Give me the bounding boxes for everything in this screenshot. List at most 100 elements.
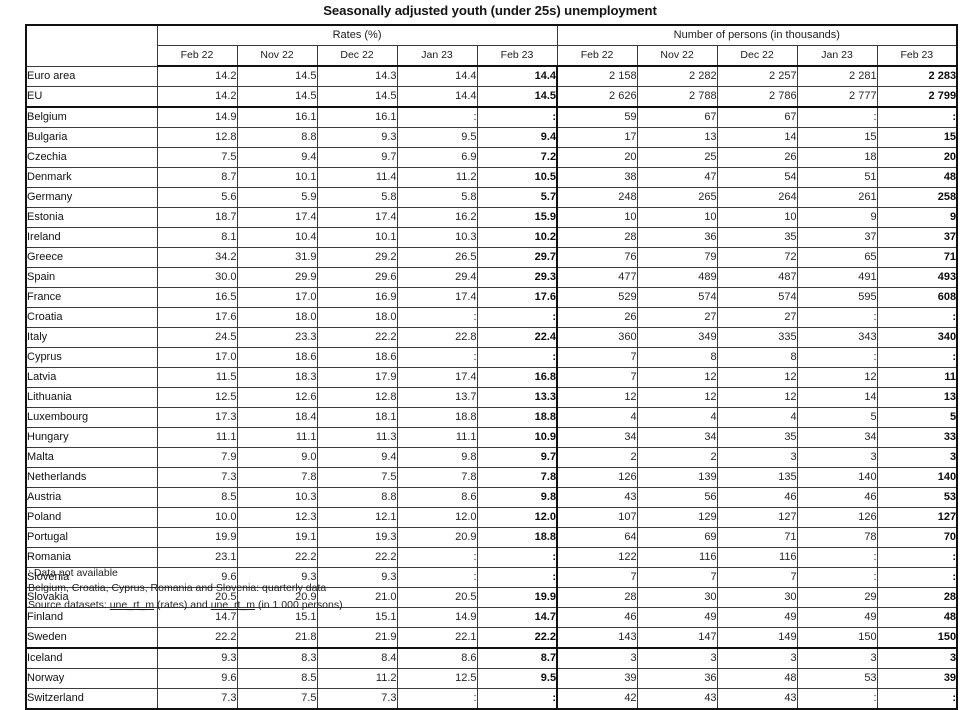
cell-persons-feb23: 37: [876, 227, 958, 248]
cell-rate-feb22: 14.2: [156, 65, 238, 87]
cell-rate-feb23: 9.4: [476, 127, 559, 148]
cell-rate-nov22: 14.5: [236, 86, 318, 108]
cell-rate-feb23: 18.8: [476, 407, 559, 428]
cell-rate-feb23: :: [476, 106, 559, 128]
source-dataset-link-persons[interactable]: une_rt_m: [210, 599, 256, 611]
row-geo-label: Belgium: [25, 106, 158, 128]
cell-persons-nov22: 36: [636, 227, 718, 248]
cell-persons-nov22: 36: [636, 668, 718, 689]
cell-persons-feb22: 20: [556, 147, 638, 168]
cell-persons-feb23: 3: [876, 647, 958, 669]
cell-rate-nov22: 12.6: [236, 387, 318, 408]
cell-rate-feb23: :: [476, 547, 559, 568]
row-geo-label: Ireland: [25, 227, 158, 248]
cell-rate-dec22: 9.3: [316, 127, 398, 148]
cell-persons-feb22: 360: [556, 327, 638, 348]
row-geo-label: Lithuania: [25, 387, 158, 408]
cell-rate-feb22: 5.6: [156, 187, 238, 208]
cell-rate-jan23: 9.8: [396, 447, 478, 468]
cell-rate-jan23: 16.2: [396, 207, 478, 228]
cell-rate-dec22: 18.1: [316, 407, 398, 428]
cell-persons-dec22: 487: [716, 267, 798, 288]
cell-persons-jan23: :: [796, 307, 878, 328]
row-geo-label: Czechia: [25, 147, 158, 168]
cell-rate-dec22: 14.3: [316, 65, 398, 87]
col-header-rates-feb22: Feb 22: [156, 45, 238, 67]
cell-rate-feb22: 14.9: [156, 106, 238, 128]
cell-rate-feb22: 16.5: [156, 287, 238, 308]
row-geo-label: Portugal: [25, 527, 158, 548]
cell-persons-jan23: :: [796, 347, 878, 368]
row-geo-label: Austria: [25, 487, 158, 508]
table-row: Poland 10.0 12.3 12.1 12.0 12.0 107 129 127 126 12…: [25, 507, 958, 528]
cell-persons-jan23: 15: [796, 127, 878, 148]
cell-rate-feb22: 12.8: [156, 127, 238, 148]
source-suffix-label: (in 1 000 persons): [255, 599, 343, 611]
cell-rate-nov22: 18.0: [236, 307, 318, 328]
cell-rate-feb22: 18.7: [156, 207, 238, 228]
cell-persons-dec22: 264: [716, 187, 798, 208]
footnote-quarterly-data: Belgium, Croatia, Cyprus, Romania and Sl…: [28, 581, 327, 594]
cell-persons-dec22: 3: [716, 447, 798, 468]
cell-persons-nov22: 56: [636, 487, 718, 508]
cell-rate-nov22: 18.3: [236, 367, 318, 388]
cell-rate-nov22: 21.8: [236, 627, 318, 649]
table-row: Luxembourg 17.3 18.4 18.1 18.8 18.8 4 4 4 5 5: [25, 407, 958, 428]
cell-rate-feb22: 7.5: [156, 147, 238, 168]
cell-rate-feb22: 19.9: [156, 527, 238, 548]
table-row: EU 14.2 14.5 14.5 14.4 14.5 2 626 2 788 2 786 2 7…: [25, 86, 958, 108]
cell-rate-feb23: :: [476, 347, 559, 368]
cell-persons-feb22: 28: [556, 227, 638, 248]
row-geo-label: EU: [25, 86, 158, 108]
cell-persons-feb23: 48: [876, 607, 958, 628]
cell-rate-nov22: 16.1: [236, 106, 318, 128]
page-root: Seasonally adjusted youth (under 25s) un…: [25, 3, 959, 710]
cell-rate-dec22: 22.2: [316, 547, 398, 568]
table-row: Spain 30.0 29.9 29.6 29.4 29.3 477 489 487 491 493: [25, 267, 958, 288]
cell-rate-feb22: 7.3: [156, 467, 238, 488]
source-dataset-link-rates[interactable]: une_rt_m: [109, 599, 155, 611]
cell-rate-dec22: 19.3: [316, 527, 398, 548]
cell-rate-feb22: 8.5: [156, 487, 238, 508]
cell-persons-feb22: 38: [556, 167, 638, 188]
cell-rate-feb22: 24.5: [156, 327, 238, 348]
row-geo-label: Iceland: [25, 647, 158, 669]
cell-persons-nov22: 2 788: [636, 86, 718, 108]
cell-persons-feb23: 127: [876, 507, 958, 528]
cell-rate-feb22: 34.2: [156, 247, 238, 268]
cell-persons-feb23: 20: [876, 147, 958, 168]
cell-persons-feb23: 33: [876, 427, 958, 448]
cell-persons-jan23: :: [796, 567, 878, 588]
cell-persons-nov22: 2: [636, 447, 718, 468]
cell-persons-feb22: 477: [556, 267, 638, 288]
corner-cell: [25, 24, 158, 67]
cell-rate-nov22: 8.5: [236, 668, 318, 689]
table-row: Bulgaria 12.8 8.8 9.3 9.5 9.4 17 13 14 15 15: [25, 127, 958, 148]
cell-rate-feb22: 12.5: [156, 387, 238, 408]
cell-rate-jan23: 8.6: [396, 647, 478, 669]
cell-persons-nov22: 349: [636, 327, 718, 348]
cell-rate-nov22: 18.6: [236, 347, 318, 368]
cell-persons-jan23: 491: [796, 267, 878, 288]
cell-rate-nov22: 19.1: [236, 527, 318, 548]
cell-persons-feb23: 53: [876, 487, 958, 508]
table-row: Greece 34.2 31.9 29.2 26.5 29.7 76 79 72 65 71: [25, 247, 958, 268]
row-geo-label: Malta: [25, 447, 158, 468]
cell-rate-jan23: 5.8: [396, 187, 478, 208]
cell-rate-jan23: 10.3: [396, 227, 478, 248]
cell-rate-feb23: 12.0: [476, 507, 559, 528]
cell-persons-jan23: 34: [796, 427, 878, 448]
cell-persons-dec22: 35: [716, 427, 798, 448]
cell-persons-feb23: 493: [876, 267, 958, 288]
row-geo-label: Greece: [25, 247, 158, 268]
cell-persons-dec22: 49: [716, 607, 798, 628]
table-row: Norway 9.6 8.5 11.2 12.5 9.5 39 36 48 53 39: [25, 668, 958, 689]
cell-rate-dec22: 5.8: [316, 187, 398, 208]
col-header-rates-dec22: Dec 22: [316, 45, 398, 67]
cell-persons-feb23: :: [876, 347, 958, 368]
cell-persons-nov22: 116: [636, 547, 718, 568]
cell-rate-dec22: 7.3: [316, 688, 398, 710]
cell-persons-jan23: 78: [796, 527, 878, 548]
cell-persons-feb22: 122: [556, 547, 638, 568]
cell-persons-dec22: 12: [716, 387, 798, 408]
